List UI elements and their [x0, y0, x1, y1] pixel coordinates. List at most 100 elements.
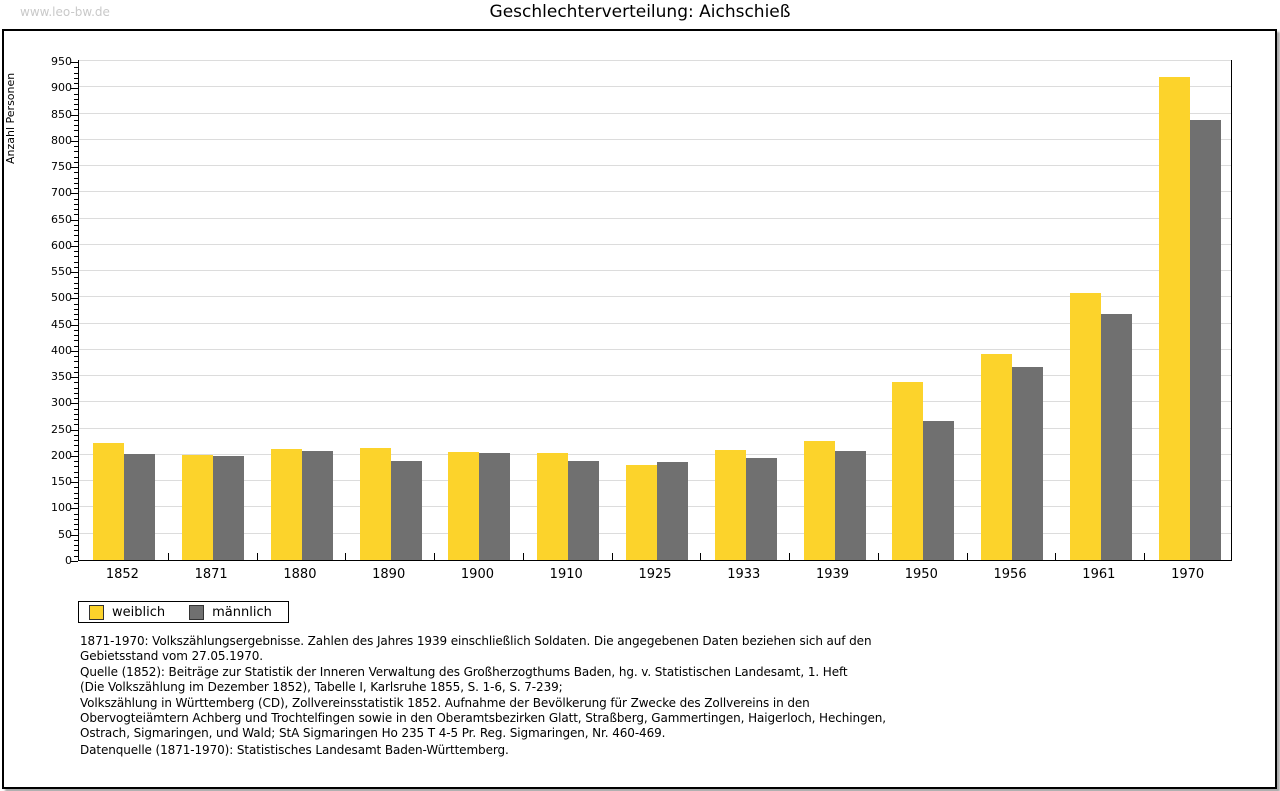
y-tick-label: 450 [51, 317, 72, 331]
bar-männlich-1910 [568, 461, 600, 560]
y-minor-tick [74, 251, 78, 253]
y-minor-tick [74, 345, 78, 347]
gridline-950 [79, 60, 1231, 61]
bar-männlich-1890 [390, 461, 422, 560]
bar-weiblich-1950 [892, 382, 924, 560]
footnote-line: (Die Volkszählung im Dezember 1852), Tab… [80, 680, 563, 695]
bar-männlich-1933 [745, 458, 777, 560]
x-boundary-tick [966, 553, 968, 560]
y-tick-label: 150 [51, 475, 72, 489]
y-minor-tick [74, 172, 78, 174]
x-boundary-tick [256, 553, 258, 560]
gridline-500 [79, 296, 1231, 298]
y-tick-label: 500 [51, 291, 72, 305]
page-title: Geschlechterverteilung: Aichschieß [479, 2, 801, 22]
y-minor-tick [74, 303, 78, 305]
y-tick-mark [71, 561, 78, 562]
y-minor-tick [74, 314, 78, 316]
y-tick-mark [71, 403, 78, 405]
legend-label-weiblich: weiblich [112, 604, 166, 620]
x-tick-label: 1890 [372, 567, 406, 582]
y-minor-tick [74, 261, 78, 263]
bar-weiblich-1925 [626, 465, 657, 560]
y-tick-mark [71, 272, 78, 274]
y-minor-tick [74, 104, 78, 106]
x-tick-label: 1933 [727, 567, 761, 582]
y-minor-tick [74, 109, 78, 111]
y-minor-tick [74, 214, 78, 216]
gridline-450 [79, 322, 1231, 324]
y-minor-tick [74, 182, 78, 184]
y-minor-tick [74, 67, 78, 69]
y-minor-tick [74, 83, 78, 84]
gridline-200 [79, 453, 1231, 455]
y-minor-tick [74, 266, 78, 268]
y-minor-tick [74, 445, 78, 447]
x-boundary-tick [1144, 553, 1146, 560]
y-minor-tick [74, 119, 78, 121]
y-tick-label: 50 [58, 527, 72, 541]
y-tick-label: 550 [51, 265, 72, 279]
y-minor-tick [74, 188, 78, 190]
legend-swatch-männlich [189, 604, 205, 620]
x-tick-label: 1852 [105, 567, 139, 582]
y-minor-tick [74, 550, 78, 552]
y-tick-label: 400 [51, 343, 72, 357]
x-boundary-tick [167, 553, 169, 560]
bar-weiblich-1970 [1158, 77, 1190, 560]
x-boundary-tick [345, 553, 347, 560]
y-tick-mark [71, 219, 78, 221]
y-minor-tick [74, 308, 78, 310]
footnote-line: Volkszählung in Württemberg (CD), Zollve… [80, 695, 810, 710]
y-tick-mark [71, 350, 78, 352]
x-boundary-tick [611, 553, 613, 560]
y-minor-tick [74, 282, 78, 284]
y-tick-label: 100 [51, 501, 72, 515]
y-minor-tick [74, 450, 78, 452]
y-tick-mark [71, 298, 78, 300]
datasource-line: Datenquelle (1871-1970): Statistisches L… [80, 743, 509, 757]
y-minor-tick [74, 392, 78, 394]
y-tick-label: 0 [65, 554, 72, 567]
y-minor-tick [74, 529, 78, 531]
bar-männlich-1852 [124, 454, 156, 560]
y-minor-tick [74, 151, 78, 153]
y-minor-tick [74, 203, 78, 205]
y-minor-tick [74, 235, 78, 237]
bar-männlich-1871 [213, 456, 245, 560]
y-tick-mark [71, 377, 78, 379]
y-minor-tick [74, 361, 78, 363]
bar-männlich-1970 [1189, 120, 1221, 560]
footnote-line: Gebietsstand vom 27.05.1970. [80, 649, 263, 664]
y-tick-mark [71, 245, 78, 247]
y-minor-tick [74, 413, 78, 415]
y-minor-tick [74, 340, 78, 342]
y-tick-label: 950 [51, 55, 72, 68]
y-tick-label: 850 [51, 107, 72, 121]
footnotes: 1871-1970: Volkszählungsergebnisse. Zahl… [80, 634, 886, 742]
y-tick-label: 600 [51, 238, 72, 252]
y-tick-mark [71, 62, 78, 63]
y-minor-tick [74, 177, 78, 179]
y-minor-tick [74, 161, 78, 163]
x-tick-label: 1939 [815, 567, 850, 582]
y-tick-mark [71, 324, 78, 326]
bar-männlich-1961 [1100, 314, 1132, 560]
y-minor-tick [74, 503, 78, 505]
y-minor-tick [74, 77, 78, 79]
y-minor-tick [74, 466, 78, 468]
bar-weiblich-1939 [803, 441, 835, 560]
y-minor-tick [74, 539, 78, 541]
y-minor-tick [74, 366, 78, 368]
y-minor-tick [74, 146, 78, 148]
y-tick-mark [71, 193, 78, 195]
bar-männlich-1925 [657, 462, 688, 560]
x-tick-label: 1871 [194, 567, 228, 582]
y-minor-tick [74, 335, 78, 337]
y-minor-tick [74, 130, 78, 132]
bar-männlich-1880 [301, 451, 333, 560]
y-minor-tick [74, 487, 78, 489]
y-axis-title: Anzahl Personen [4, 72, 17, 164]
y-minor-tick [74, 424, 78, 426]
x-tick-label: 1910 [549, 567, 583, 582]
